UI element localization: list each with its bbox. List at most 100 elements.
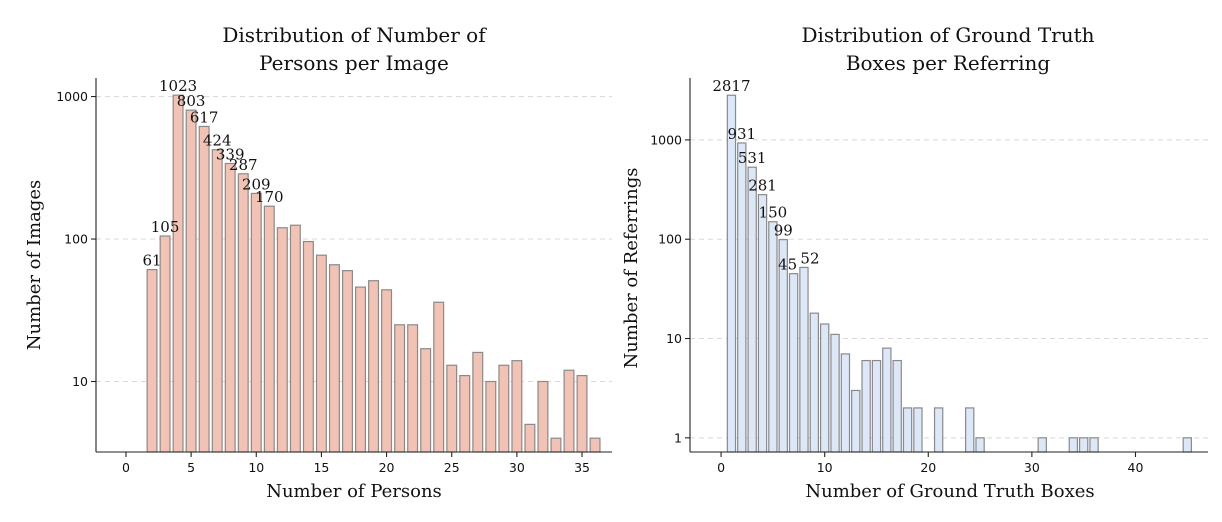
bar-x-19 — [913, 407, 923, 453]
x-tick-label-30: 30 — [509, 460, 525, 475]
x-tick-label-10: 10 — [817, 460, 833, 475]
bar-x-7 — [211, 149, 223, 453]
bar-x-36 — [1089, 437, 1099, 453]
y-tick-label-100: 100 — [64, 232, 88, 247]
bar-x-25 — [975, 437, 985, 453]
x-tick-label-15: 15 — [313, 460, 329, 475]
bar-x-26 — [459, 375, 471, 453]
bar-x-33 — [550, 437, 562, 453]
data-label-x-5: 150 — [759, 204, 788, 222]
bar-x-11 — [830, 333, 840, 453]
bar-x-31 — [524, 423, 536, 453]
x-tick-label-20: 20 — [379, 460, 395, 475]
bar-x-21 — [394, 324, 406, 453]
bar-x-22 — [407, 324, 419, 453]
bar-x-18 — [902, 407, 913, 453]
bar-x-7 — [788, 273, 799, 453]
data-label-x-9: 287 — [229, 156, 258, 174]
data-label-x-2: 931 — [727, 125, 756, 143]
bar-x-17 — [892, 359, 902, 453]
x-tick-label-20: 20 — [920, 460, 936, 475]
data-label-x-1: 2817 — [712, 77, 750, 95]
chart-1-y-ticks: 10 100 1000 — [56, 89, 96, 389]
chart-persons-per-image: Distribution of Number of Persons per Im… — [24, 23, 612, 502]
data-label-x-6: 99 — [774, 222, 793, 240]
bar-x-8 — [799, 266, 809, 453]
bar-x-21 — [933, 407, 944, 453]
bar-x-27 — [472, 351, 484, 453]
chart-1-title-line-2: Persons per Image — [259, 51, 449, 75]
bar-x-10 — [819, 323, 830, 453]
chart-2-y-ticks: 1 10 100 1000 — [650, 132, 690, 445]
x-tick-label-35: 35 — [574, 460, 590, 475]
x-tick-label-5: 5 — [187, 460, 195, 475]
data-label-x-7: 424 — [203, 132, 232, 150]
bar-x-8 — [224, 162, 236, 453]
chart-2-y-axis-label: Number of Referrings — [621, 168, 642, 369]
data-label-x-10: 209 — [242, 175, 271, 193]
bar-x-45 — [1182, 437, 1192, 453]
y-tick-label-100: 100 — [658, 232, 682, 247]
chart-boxes-per-referring: Distribution of Ground Truth Boxes per R… — [621, 23, 1208, 502]
bar-x-29 — [498, 364, 510, 453]
bar-x-34 — [563, 369, 575, 453]
bar-x-28 — [485, 380, 497, 453]
chart-1-title-line-1: Distribution of Number of — [222, 23, 487, 47]
chart-2-x-axis-label: Number of Ground Truth Boxes — [805, 481, 1094, 502]
bar-x-10 — [250, 192, 262, 453]
bar-x-12 — [840, 353, 851, 453]
bar-x-1 — [726, 94, 737, 453]
x-tick-label-40: 40 — [1128, 460, 1144, 475]
bar-x-9 — [237, 173, 249, 453]
chart-1-x-ticks: 0 5 10 15 20 25 30 35 — [122, 452, 590, 475]
data-label-x-7: 45 — [778, 256, 797, 274]
bar-x-6 — [198, 125, 210, 453]
bar-x-17 — [341, 270, 353, 453]
chart-1-x-axis-label: Number of Persons — [266, 481, 442, 502]
chart-2-bars — [726, 94, 1192, 453]
data-label-x-5: 803 — [177, 92, 206, 110]
data-label-x-11: 170 — [255, 188, 284, 206]
bar-x-24 — [965, 407, 975, 453]
bar-x-16 — [328, 264, 340, 453]
bar-x-19 — [368, 280, 380, 453]
chart-2-title-line-1: Distribution of Ground Truth — [801, 23, 1094, 47]
x-tick-label-10: 10 — [248, 460, 264, 475]
bar-x-18 — [355, 286, 367, 453]
bar-x-3 — [747, 166, 757, 453]
bar-x-15 — [315, 254, 327, 453]
data-label-x-3: 105 — [151, 218, 180, 236]
bar-x-23 — [420, 348, 432, 453]
data-label-x-2: 61 — [142, 252, 161, 270]
bar-x-25 — [446, 364, 458, 453]
data-label-x-3: 531 — [738, 149, 767, 167]
bar-x-16 — [882, 347, 892, 453]
bar-x-31 — [1037, 437, 1047, 453]
data-label-x-4: 1023 — [159, 77, 197, 95]
data-label-x-6: 617 — [190, 108, 219, 126]
chart-2-title-line-2: Boxes per Referring — [846, 51, 1051, 75]
data-label-x-8: 339 — [216, 145, 245, 163]
x-tick-label-25: 25 — [444, 460, 460, 475]
bar-x-11 — [263, 205, 275, 453]
bar-x-13 — [851, 389, 861, 453]
y-tick-label-1000: 1000 — [650, 132, 682, 147]
y-tick-label-1: 1 — [674, 430, 682, 445]
bar-x-5 — [185, 109, 197, 453]
data-label-x-4: 281 — [748, 177, 777, 195]
y-tick-label-10: 10 — [72, 374, 88, 389]
bar-x-36 — [589, 437, 601, 453]
bar-x-24 — [433, 301, 445, 453]
bar-x-4 — [172, 94, 184, 453]
x-tick-label-30: 30 — [1024, 460, 1040, 475]
data-label-x-8: 52 — [800, 249, 819, 267]
bar-x-34 — [1068, 437, 1079, 453]
bar-x-15 — [871, 359, 882, 453]
bar-x-9 — [809, 312, 820, 453]
bar-x-2 — [146, 269, 158, 453]
bar-x-20 — [381, 289, 393, 453]
chart-1-y-axis-label: Number of Images — [24, 180, 45, 350]
bar-x-5 — [768, 221, 778, 453]
